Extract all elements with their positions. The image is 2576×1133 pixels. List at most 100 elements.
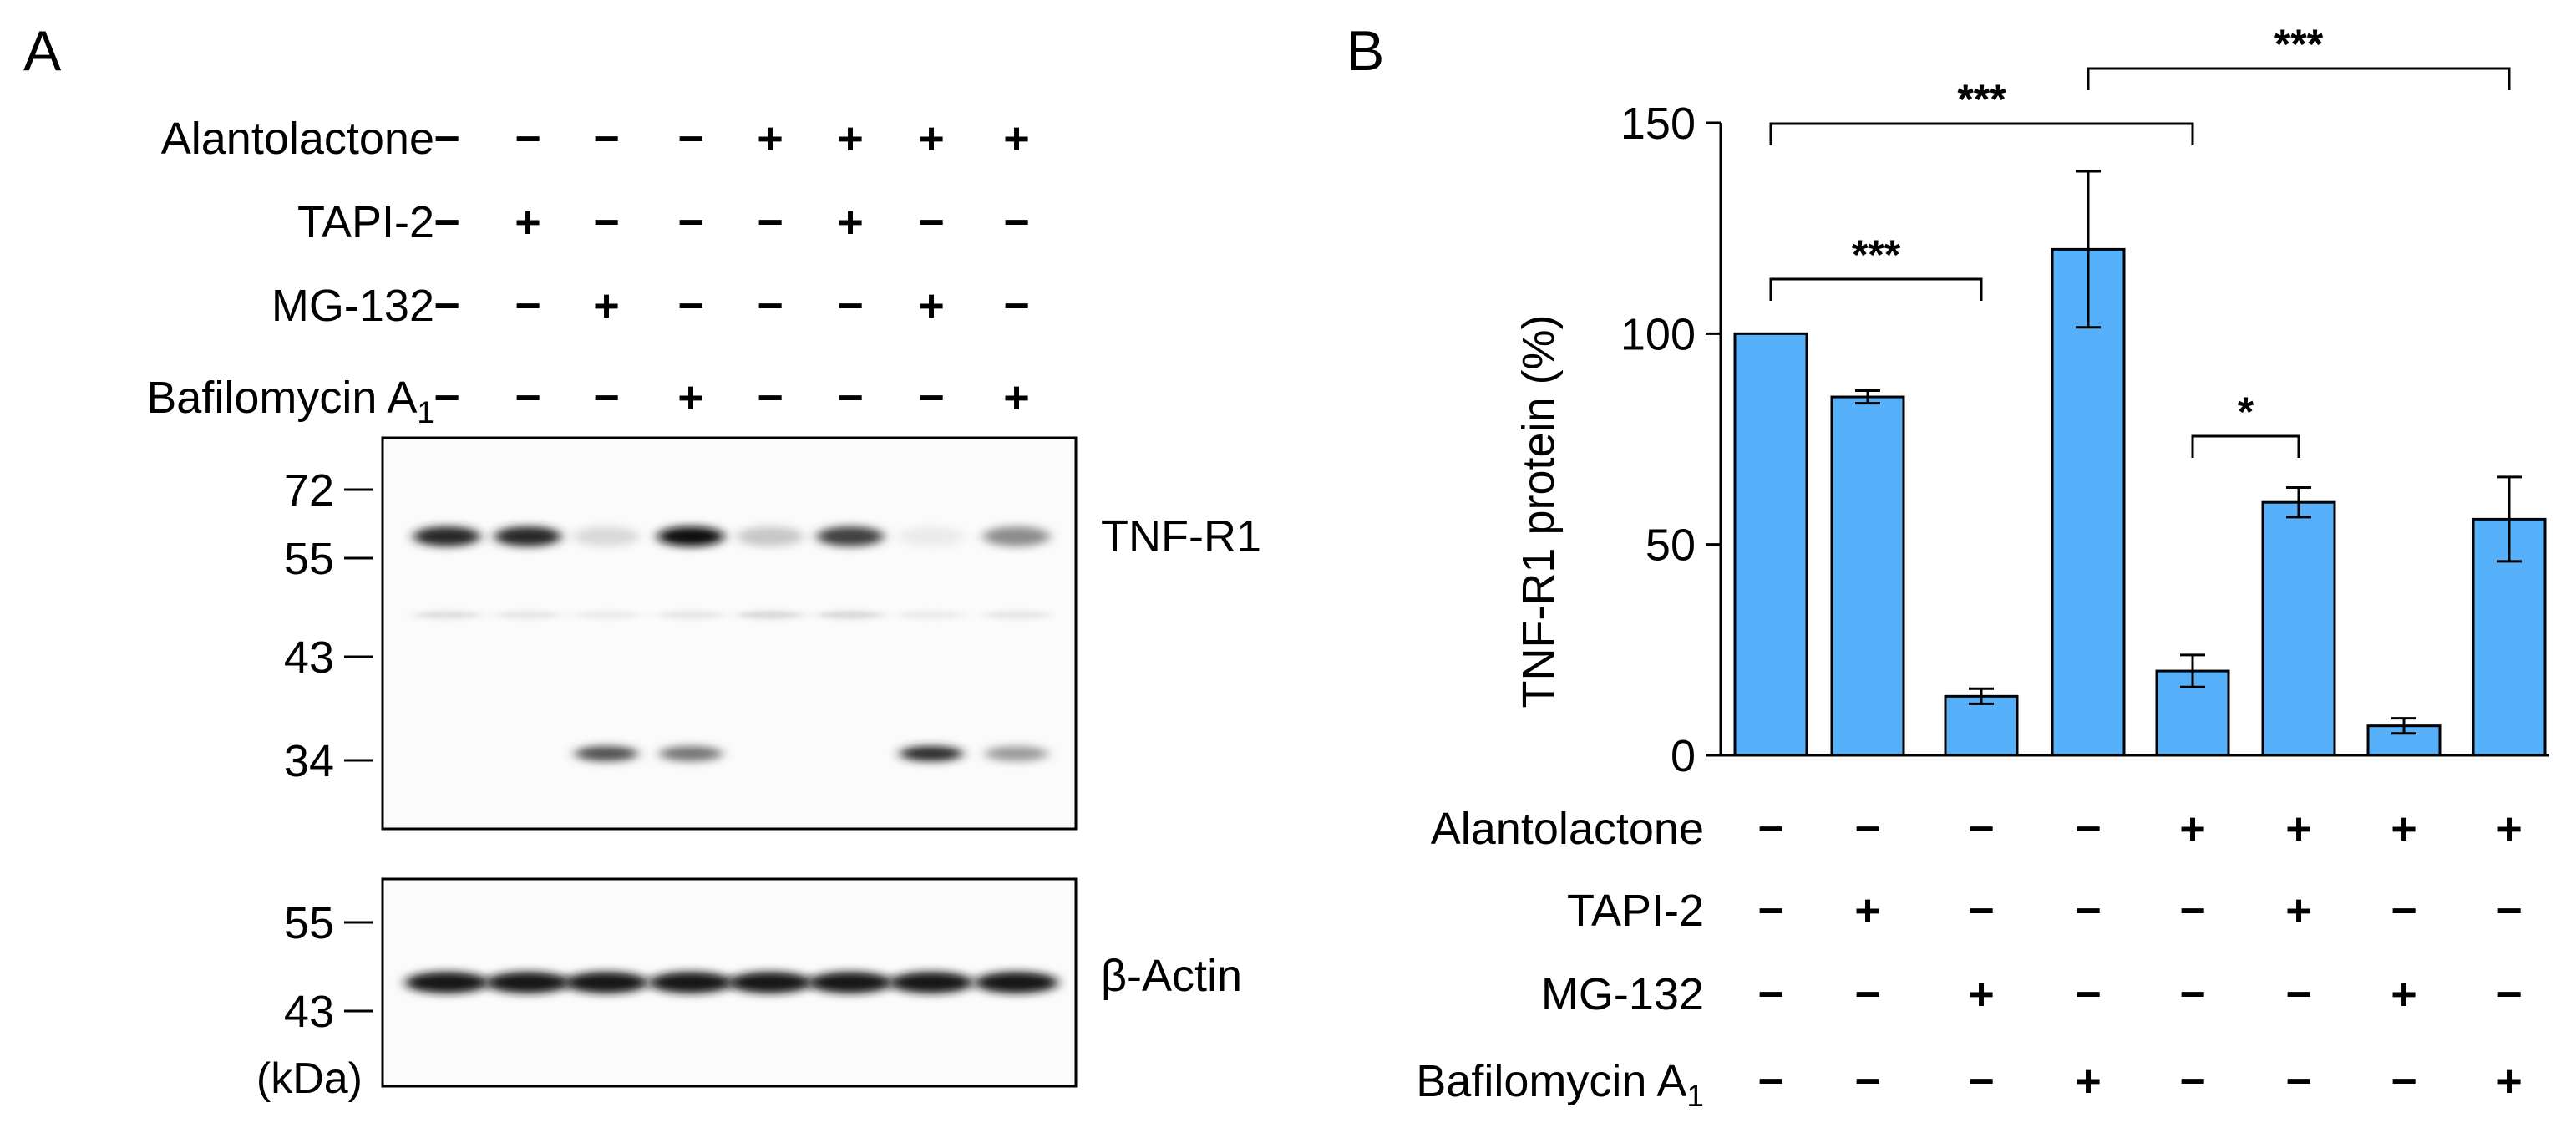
marker-label: 55 [284, 898, 334, 948]
b-treatment-sign: − [2179, 969, 2206, 1019]
b-treatment-sign: + [2075, 1056, 2102, 1106]
tnfr1-band-55 [898, 526, 965, 546]
a-treatment-sign: − [593, 373, 620, 423]
b-treatment-name-text: Alantolactone [1431, 804, 1704, 854]
tnfr1-band-55 [413, 526, 480, 546]
b-treatment-sign: − [2496, 886, 2523, 936]
a-treatment-sign: + [918, 281, 945, 331]
b-treatment-sign: − [1757, 804, 1784, 854]
actin-band [405, 972, 489, 993]
a-treatment-sign: + [837, 114, 864, 164]
tnfr1-band-47 [737, 611, 804, 619]
panel-a: A Alantolactone − − − − + + + +TAPI-2− + − − − + − −MG-… [23, 19, 1261, 1103]
b-treatment-sign: + [2285, 804, 2312, 854]
tnfr1-band-55 [657, 526, 724, 546]
b-treatment-sign: − [1854, 804, 1881, 854]
b-treatment-sign: − [1757, 886, 1784, 936]
significance-bracket [2087, 67, 2511, 90]
a-treatment-sign: − [593, 114, 620, 164]
marker-label: 43 [284, 633, 334, 683]
b-treatment-sign: + [2391, 969, 2417, 1019]
b-treatment-sign: − [1757, 1056, 1784, 1106]
actin-band [486, 972, 570, 993]
marker-label: 72 [284, 465, 334, 516]
tnfr1-band-55 [737, 526, 804, 546]
significance-label: *** [1852, 231, 1901, 278]
b-treatment-sign: − [1854, 1056, 1881, 1106]
a-treatment-sign: − [1003, 281, 1030, 331]
a-treatment-subscript: 1 [417, 395, 434, 429]
tnfr1-band-55 [983, 526, 1050, 546]
b-treatment-sign: + [2285, 886, 2312, 936]
actin-label: β-Actin [1101, 951, 1242, 1001]
a-treatment-sign: − [515, 281, 541, 331]
bar [1733, 332, 1808, 757]
b-treatment-sign: − [2496, 969, 2523, 1019]
a-treatment-sign: − [1003, 197, 1030, 247]
b-treatment-sign: − [1968, 1056, 1995, 1106]
a-treatment-sign: − [593, 197, 620, 247]
a-treatment-sign: + [757, 114, 783, 164]
tnfr1-band-55 [573, 526, 640, 546]
y-tick-label: 0 [1671, 731, 1696, 781]
b-treatment-sign: − [2179, 1056, 2206, 1106]
significance-label: * [2238, 389, 2254, 435]
b-treatment-sign: − [1968, 886, 1995, 936]
b-treatment-sign: − [2179, 886, 2206, 936]
kda-unit-label: (kDa) [256, 1054, 363, 1103]
actin-band [809, 972, 892, 993]
b-treatment-sign: + [2496, 804, 2523, 854]
tnfr1-band-47 [817, 611, 884, 619]
actin-markers: 55 43 [284, 898, 373, 1037]
tnfr1-label: TNF-R1 [1101, 511, 1261, 561]
bar [1830, 395, 1905, 757]
a-treatment-sign: − [434, 114, 460, 164]
b-treatment-name-text: Bafilomycin A [1416, 1056, 1686, 1106]
a-treatment-sign: + [918, 114, 945, 164]
bar [1944, 694, 2019, 757]
a-treatment-sign: − [677, 281, 704, 331]
a-treatment-name: MG-132 [271, 281, 434, 331]
tnfr1-band-47 [983, 611, 1050, 619]
panel-b-label: B [1346, 19, 1384, 83]
y-tick-label: 100 [1620, 309, 1696, 359]
a-treatment-sign: − [837, 281, 864, 331]
b-treatment-subscript: 1 [1686, 1079, 1704, 1113]
b-treatment-sign: − [2391, 886, 2417, 936]
a-treatment-sign: − [757, 373, 783, 423]
b-treatment-sign: − [2075, 969, 2102, 1019]
a-treatment-sign: − [757, 281, 783, 331]
tnfr1-bands [413, 526, 1050, 761]
b-treatment-name: TAPI-2 [1567, 886, 1704, 936]
b-treatment-sign: − [2391, 1056, 2417, 1106]
a-treatment-name: Bafilomycin A1 [146, 373, 434, 429]
tnfr1-band-34 [985, 746, 1048, 761]
a-treatment-sign: + [677, 373, 704, 423]
panel-a-treatment-table: Alantolactone − − − − + + + +TAPI-2− + − − − + − −MG-13… [146, 114, 1029, 429]
a-treatment-name: TAPI-2 [297, 197, 434, 247]
actin-bands [405, 972, 1058, 993]
tnfr1-band-55 [494, 526, 561, 546]
a-treatment-name-text: MG-132 [271, 281, 434, 331]
b-treatment-sign: − [1968, 804, 1995, 854]
a-treatment-sign: + [1003, 373, 1030, 423]
a-treatment-name-text: TAPI-2 [297, 197, 434, 247]
b-treatment-sign: + [1968, 969, 1995, 1019]
b-treatment-sign: − [1757, 969, 1784, 1019]
a-treatment-sign: − [434, 373, 460, 423]
actin-blot [381, 877, 1078, 1088]
tnfr1-blot [381, 436, 1078, 831]
marker-label: 55 [284, 534, 334, 584]
y-tick-label: 50 [1645, 521, 1696, 571]
b-treatment-name-text: TAPI-2 [1567, 886, 1704, 936]
panel-a-label: A [23, 19, 62, 83]
marker-label: 34 [284, 736, 334, 786]
tnfr1-band-55 [817, 526, 884, 546]
actin-band [565, 972, 648, 993]
a-treatment-name-text: Bafilomycin A [146, 373, 417, 423]
a-treatment-sign: − [918, 373, 945, 423]
b-treatment-name: Alantolactone [1431, 804, 1704, 854]
y-axis-label: TNF-R1 protein (%) [1514, 314, 1564, 708]
